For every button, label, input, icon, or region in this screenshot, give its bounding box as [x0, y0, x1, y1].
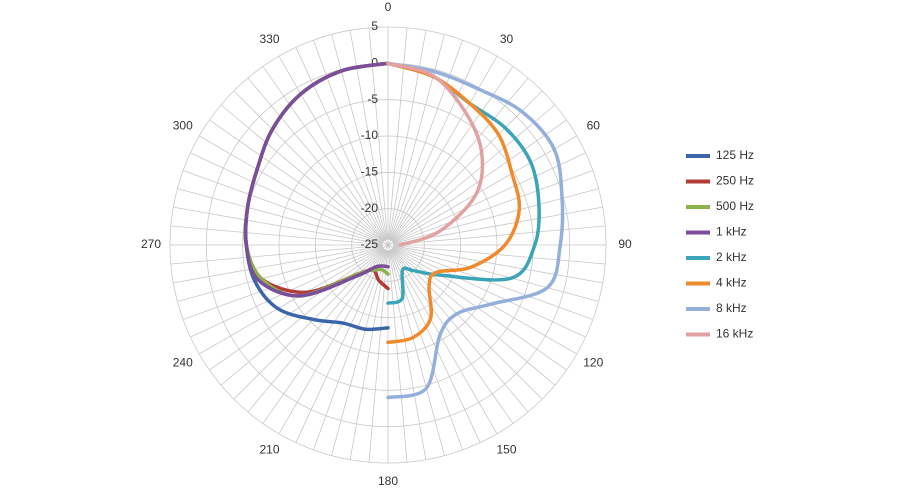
theta-tick-label: 60 [587, 119, 601, 133]
series-line [386, 61, 565, 400]
legend-label: 125 Hz [716, 148, 754, 162]
minor-spoke [313, 40, 387, 241]
minor-spoke [349, 30, 388, 240]
grid-spoke [387, 135, 577, 246]
minor-spoke [295, 249, 387, 443]
r-tick-label: -5 [367, 92, 378, 106]
grid-spoke [199, 135, 389, 246]
minor-spoke [393, 188, 599, 244]
grid-spoke [199, 244, 389, 355]
grid-spoke [387, 244, 577, 355]
minor-spoke [247, 77, 385, 242]
minor-spoke [295, 47, 387, 241]
r-tick-label: -15 [361, 165, 379, 179]
minor-spoke [393, 225, 606, 245]
minor-spoke [391, 248, 529, 413]
minor-spoke [393, 245, 606, 265]
theta-tick-label: 90 [618, 237, 632, 251]
minor-spoke [389, 40, 463, 241]
minor-spoke [391, 248, 556, 386]
theta-tick-label: 270 [141, 237, 161, 251]
legend-label: 250 Hz [716, 174, 754, 188]
minor-spoke [177, 246, 383, 302]
grid-spoke [278, 244, 389, 434]
minor-spoke [183, 246, 384, 320]
r-tick-label: -25 [361, 237, 379, 251]
minor-spoke [391, 90, 543, 242]
grid-spoke [278, 56, 389, 246]
theta-tick-label: 210 [259, 442, 279, 456]
minor-spoke [388, 250, 427, 460]
theta-tick-label: 330 [259, 32, 279, 46]
minor-spoke [391, 104, 556, 242]
minor-spoke [388, 30, 427, 240]
minor-spoke [389, 34, 445, 240]
r-tick-label: 5 [371, 19, 378, 33]
theta-tick-label: 300 [173, 119, 193, 133]
minor-spoke [391, 248, 543, 400]
minor-spoke [220, 104, 385, 242]
minor-spoke [190, 152, 384, 244]
minor-spoke [331, 250, 387, 456]
theta-tick-label: 30 [500, 32, 514, 46]
r-tick-label: -10 [361, 128, 379, 142]
minor-spoke [177, 188, 383, 244]
legend-label: 2 kHz [716, 250, 747, 264]
minor-spoke [183, 170, 384, 244]
minor-spoke [233, 90, 385, 242]
series-line [243, 61, 390, 298]
minor-spoke [389, 249, 481, 443]
theta-tick-label: 240 [173, 356, 193, 370]
minor-spoke [209, 119, 384, 243]
minor-spoke [391, 77, 529, 242]
minor-spoke [170, 245, 383, 265]
minor-spoke [368, 27, 388, 240]
minor-spoke [390, 249, 514, 424]
minor-spoke [170, 225, 383, 245]
theta-tick-label: 180 [378, 474, 398, 488]
minor-spoke [392, 246, 586, 338]
grid-spoke [387, 244, 498, 434]
legend-label: 4 kHz [716, 276, 747, 290]
minor-spoke [262, 249, 386, 424]
legend-label: 500 Hz [716, 199, 754, 213]
minor-spoke [389, 250, 445, 456]
minor-spoke [388, 250, 408, 463]
minor-spoke [388, 27, 408, 240]
minor-spoke [262, 66, 386, 241]
series-line [386, 61, 485, 247]
r-tick-label: -20 [361, 201, 379, 215]
theta-tick-label: 150 [496, 442, 516, 456]
minor-spoke [313, 249, 387, 450]
minor-spoke [392, 247, 567, 371]
minor-spoke [392, 246, 593, 320]
legend-label: 8 kHz [716, 301, 747, 315]
minor-spoke [247, 248, 385, 413]
minor-spoke [331, 34, 387, 240]
minor-spoke [349, 250, 388, 460]
series-line [386, 61, 522, 345]
theta-tick-label: 0 [385, 0, 392, 14]
minor-spoke [392, 152, 586, 244]
minor-spoke [393, 245, 603, 284]
legend-label: 1 kHz [716, 225, 747, 239]
minor-spoke [389, 47, 481, 241]
minor-spoke [209, 247, 384, 371]
theta-tick-label: 120 [583, 356, 603, 370]
minor-spoke [173, 245, 383, 284]
minor-spoke [393, 246, 599, 302]
r-tick-label: 0 [371, 56, 378, 70]
minor-spoke [190, 246, 384, 338]
legend-label: 16 kHz [716, 327, 753, 341]
minor-spoke [173, 206, 383, 245]
